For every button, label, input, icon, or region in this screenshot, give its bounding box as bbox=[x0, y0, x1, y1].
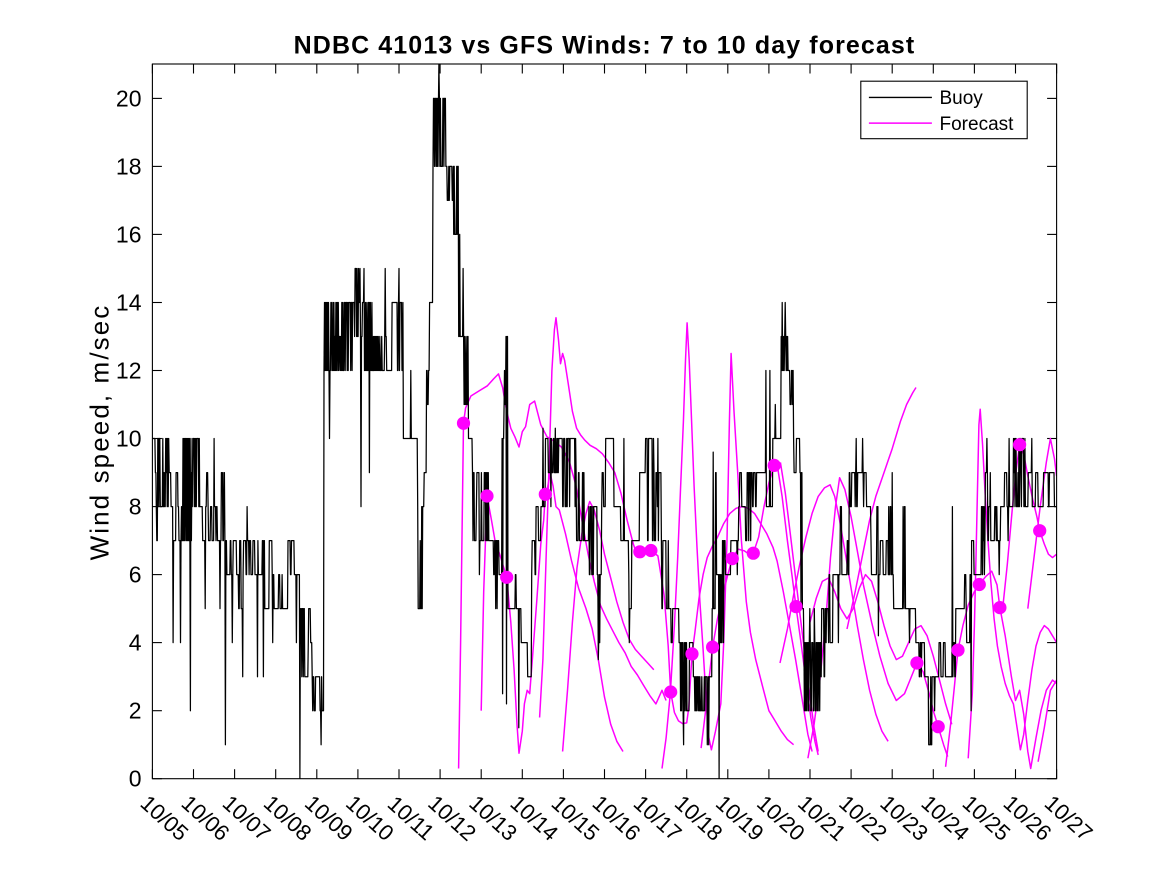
svg-text:2: 2 bbox=[129, 698, 142, 724]
svg-text:12: 12 bbox=[116, 358, 142, 384]
svg-text:6: 6 bbox=[129, 562, 142, 588]
svg-text:Wind speed, m/sec: Wind speed, m/sec bbox=[85, 304, 115, 561]
svg-text:4: 4 bbox=[129, 630, 142, 656]
svg-text:NDBC 41013 vs GFS Winds: 7 to: NDBC 41013 vs GFS Winds: 7 to 10 day for… bbox=[294, 32, 916, 60]
svg-text:10: 10 bbox=[116, 426, 142, 452]
svg-text:Buoy: Buoy bbox=[940, 88, 984, 109]
svg-text:20: 20 bbox=[116, 85, 142, 111]
svg-text:18: 18 bbox=[116, 153, 142, 179]
svg-text:14: 14 bbox=[116, 290, 142, 316]
svg-text:16: 16 bbox=[116, 221, 142, 247]
svg-text:Forecast: Forecast bbox=[940, 114, 1015, 135]
svg-text:0: 0 bbox=[129, 766, 142, 792]
svg-text:8: 8 bbox=[129, 494, 142, 520]
